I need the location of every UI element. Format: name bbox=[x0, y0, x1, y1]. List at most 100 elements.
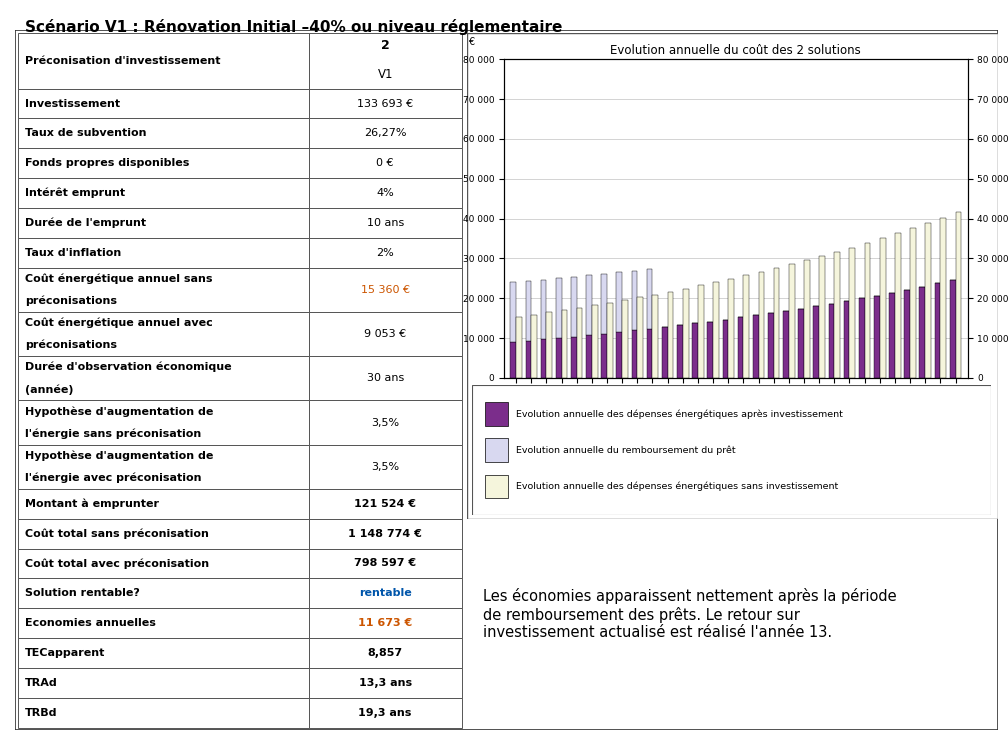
Text: (année): (année) bbox=[25, 384, 74, 395]
Text: l'énergie sans préconisation: l'énergie sans préconisation bbox=[25, 428, 201, 439]
Bar bbox=[934, 283, 940, 378]
Text: Durée d'observation économique: Durée d'observation économique bbox=[25, 362, 232, 373]
Bar bbox=[622, 300, 628, 378]
Bar bbox=[617, 273, 622, 332]
Text: Intérêt emprunt: Intérêt emprunt bbox=[25, 188, 125, 199]
Bar bbox=[308, 548, 462, 579]
Bar bbox=[798, 308, 804, 378]
Bar bbox=[904, 290, 910, 378]
Text: 30 ans: 30 ans bbox=[367, 373, 404, 383]
Text: 10 ans: 10 ans bbox=[367, 218, 404, 228]
Text: 19,3 ans: 19,3 ans bbox=[359, 708, 412, 718]
Bar bbox=[18, 119, 308, 148]
Bar bbox=[889, 293, 895, 378]
Bar bbox=[18, 356, 308, 400]
Text: TECapparent: TECapparent bbox=[25, 648, 105, 658]
Text: 4%: 4% bbox=[376, 188, 394, 198]
Bar bbox=[774, 268, 779, 378]
Bar bbox=[18, 148, 308, 178]
Bar bbox=[652, 294, 658, 378]
Bar bbox=[829, 304, 835, 378]
Bar bbox=[682, 288, 688, 378]
Bar bbox=[637, 297, 643, 378]
Bar bbox=[308, 268, 462, 312]
Bar bbox=[940, 218, 947, 378]
Text: 1 148 774 €: 1 148 774 € bbox=[348, 528, 422, 539]
Text: Evolution annuelle des dépenses énergétiques sans investissement: Evolution annuelle des dépenses énergéti… bbox=[516, 482, 838, 491]
Bar bbox=[577, 308, 583, 378]
Text: 133 693 €: 133 693 € bbox=[357, 99, 413, 108]
Bar bbox=[698, 285, 704, 378]
Bar bbox=[308, 400, 462, 445]
Bar bbox=[850, 247, 855, 378]
Bar bbox=[308, 33, 462, 89]
Bar bbox=[744, 276, 749, 378]
Bar bbox=[662, 327, 667, 378]
Bar bbox=[18, 312, 308, 356]
Text: Fonds propres disponibles: Fonds propres disponibles bbox=[25, 159, 190, 168]
Text: Investissement: Investissement bbox=[25, 99, 120, 108]
Text: 0 €: 0 € bbox=[376, 159, 394, 168]
Bar bbox=[525, 281, 531, 341]
Bar bbox=[18, 698, 308, 728]
Bar bbox=[308, 89, 462, 119]
Bar bbox=[308, 356, 462, 400]
Bar bbox=[485, 402, 508, 425]
Bar bbox=[308, 208, 462, 238]
Bar bbox=[586, 276, 592, 335]
Bar bbox=[844, 301, 850, 378]
Text: 8,857: 8,857 bbox=[368, 648, 403, 658]
Bar bbox=[485, 475, 508, 498]
Bar bbox=[485, 439, 508, 462]
Text: Les économies apparaissent nettement après la période
de remboursement des prêts: Les économies apparaissent nettement apr… bbox=[483, 588, 896, 640]
Text: Coût total sans préconisation: Coût total sans préconisation bbox=[25, 528, 209, 539]
Text: Economies annuelles: Economies annuelles bbox=[25, 618, 155, 628]
Text: 2%: 2% bbox=[376, 247, 394, 258]
Text: l'énergie avec préconisation: l'énergie avec préconisation bbox=[25, 473, 202, 483]
Bar bbox=[308, 445, 462, 489]
Bar bbox=[308, 238, 462, 268]
Bar bbox=[956, 212, 962, 378]
Bar bbox=[813, 306, 820, 378]
Bar bbox=[586, 335, 592, 378]
Text: 3,5%: 3,5% bbox=[371, 462, 399, 472]
Bar bbox=[308, 519, 462, 548]
Bar bbox=[835, 252, 840, 378]
Text: TRAd: TRAd bbox=[25, 678, 57, 688]
Text: Montant à emprunter: Montant à emprunter bbox=[25, 499, 159, 509]
Text: Coût énergétique annuel avec: Coût énergétique annuel avec bbox=[25, 318, 213, 328]
Text: 798 597 €: 798 597 € bbox=[354, 559, 416, 568]
Bar bbox=[910, 228, 916, 378]
Bar bbox=[308, 579, 462, 608]
Bar bbox=[768, 313, 774, 378]
Text: Evolution annuelle du remboursement du prêt: Evolution annuelle du remboursement du p… bbox=[516, 445, 736, 455]
Text: 121 524 €: 121 524 € bbox=[354, 499, 416, 509]
Bar bbox=[308, 489, 462, 519]
Bar bbox=[617, 332, 622, 378]
Bar bbox=[895, 233, 901, 378]
Bar bbox=[561, 310, 568, 378]
Bar bbox=[789, 265, 794, 378]
Text: 9 053 €: 9 053 € bbox=[364, 329, 406, 339]
Bar bbox=[555, 279, 561, 338]
Bar bbox=[667, 292, 673, 378]
Bar bbox=[874, 296, 880, 378]
Text: préconisations: préconisations bbox=[25, 296, 117, 306]
Bar bbox=[865, 243, 870, 378]
Bar bbox=[555, 338, 561, 378]
Bar bbox=[925, 223, 931, 378]
Text: 11 673 €: 11 673 € bbox=[358, 618, 412, 628]
Bar bbox=[602, 333, 607, 378]
Bar bbox=[18, 608, 308, 638]
Text: €: € bbox=[469, 36, 475, 47]
Text: Durée de l'emprunt: Durée de l'emprunt bbox=[25, 218, 146, 228]
Bar bbox=[18, 400, 308, 445]
Bar bbox=[592, 305, 598, 378]
Text: rentable: rentable bbox=[359, 588, 411, 598]
Bar bbox=[18, 89, 308, 119]
X-axis label: Années: Années bbox=[717, 399, 755, 410]
Bar bbox=[308, 312, 462, 356]
Bar bbox=[632, 330, 637, 378]
Bar bbox=[723, 319, 728, 378]
Text: Hypothèse d'augmentation de: Hypothèse d'augmentation de bbox=[25, 451, 213, 461]
